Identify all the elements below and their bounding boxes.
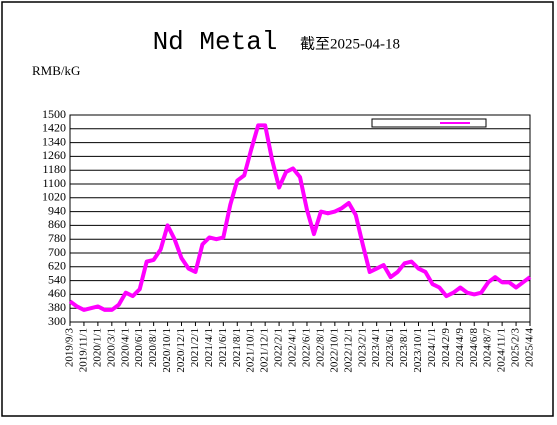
x-tick-label: 2023/8/1 [398, 328, 410, 367]
x-tick-label: 2021/12/1 [259, 328, 271, 373]
y-tick-label: 1020 [42, 190, 66, 204]
y-tick-label: 1500 [42, 107, 66, 121]
chart-title: Nd Metal [153, 27, 278, 57]
x-tick-label: 2019/11/1 [77, 328, 89, 372]
y-tick-label: 700 [48, 245, 66, 259]
x-tick-label: 2020/4/1 [119, 328, 131, 367]
x-tick-label: 2023/10/1 [412, 328, 424, 373]
x-tick-label: 2020/12/1 [175, 328, 187, 373]
x-tick-label: 2021/10/1 [245, 328, 257, 373]
x-tick-label: 2022/10/1 [328, 328, 340, 373]
legend [371, 118, 487, 128]
y-tick-label: 1100 [42, 176, 66, 190]
x-tick-label: 2024/4/9 [454, 328, 466, 368]
y-tick-label: 860 [48, 217, 66, 231]
x-tick-label: 2021/2/1 [189, 328, 201, 367]
x-tick-label: 2022/8/1 [314, 328, 326, 367]
y-axis-label: RMB/kG [32, 63, 80, 78]
y-tick-label: 460 [48, 286, 66, 300]
y-tick-label: 620 [48, 259, 66, 273]
x-tick-label: 2023/4/1 [370, 328, 382, 367]
x-tick-label: 2025/4/4 [524, 328, 536, 368]
chart-subtitle: 截至2025-04-18 [300, 35, 400, 52]
x-tick-label: 2021/6/1 [217, 328, 229, 367]
y-tick-label: 1340 [42, 134, 66, 148]
x-tick-label: 2024/11/1 [496, 328, 508, 372]
frame [1, 1, 554, 417]
y-tick-label: 300 [48, 314, 66, 328]
x-tick-label: 2019/9/3 [64, 328, 76, 368]
x-tick-label: 2022/2/1 [273, 328, 285, 367]
y-tick-label: 940 [48, 203, 66, 217]
x-tick-label: 2022/6/1 [301, 328, 313, 367]
x-tick-label: 2021/4/1 [203, 328, 215, 367]
x-tick-label: 2024/1/1 [426, 328, 438, 367]
x-tick-label: 2021/8/1 [231, 328, 243, 367]
x-tick-label: 2025/2/3 [510, 328, 522, 368]
x-tick-label: 2024/8/7 [482, 328, 494, 368]
x-tick-label: 2020/8/1 [147, 328, 159, 367]
x-tick-label: 2020/3/1 [105, 328, 117, 367]
y-tick-label: 780 [48, 231, 66, 245]
y-tick-label: 1180 [42, 162, 66, 176]
data-line [68, 123, 532, 312]
x-tick-label: 2020/6/1 [133, 328, 145, 367]
x-tick-label: 2022/4/1 [287, 328, 299, 367]
y-tick-label: 380 [48, 300, 66, 314]
x-tick-label: 2020/1/1 [91, 328, 103, 367]
x-tick-label: 2023/2/1 [356, 328, 368, 367]
y-tick-label: 1420 [42, 121, 66, 135]
x-tick-label: 2024/6/8 [468, 328, 480, 368]
x-tick-label: 2024/2/9 [440, 328, 452, 368]
x-tick-label: 2020/10/1 [161, 328, 173, 373]
y-tick-label: 540 [48, 272, 66, 286]
y-tick-label: 1260 [42, 148, 66, 162]
x-tick-label: 2023/6/1 [384, 328, 396, 367]
x-tick-label: 2022/12/1 [342, 328, 354, 373]
